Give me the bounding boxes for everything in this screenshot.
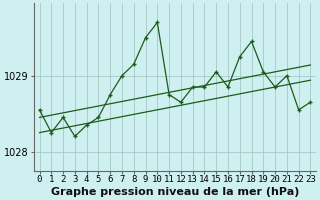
X-axis label: Graphe pression niveau de la mer (hPa): Graphe pression niveau de la mer (hPa) bbox=[51, 187, 299, 197]
